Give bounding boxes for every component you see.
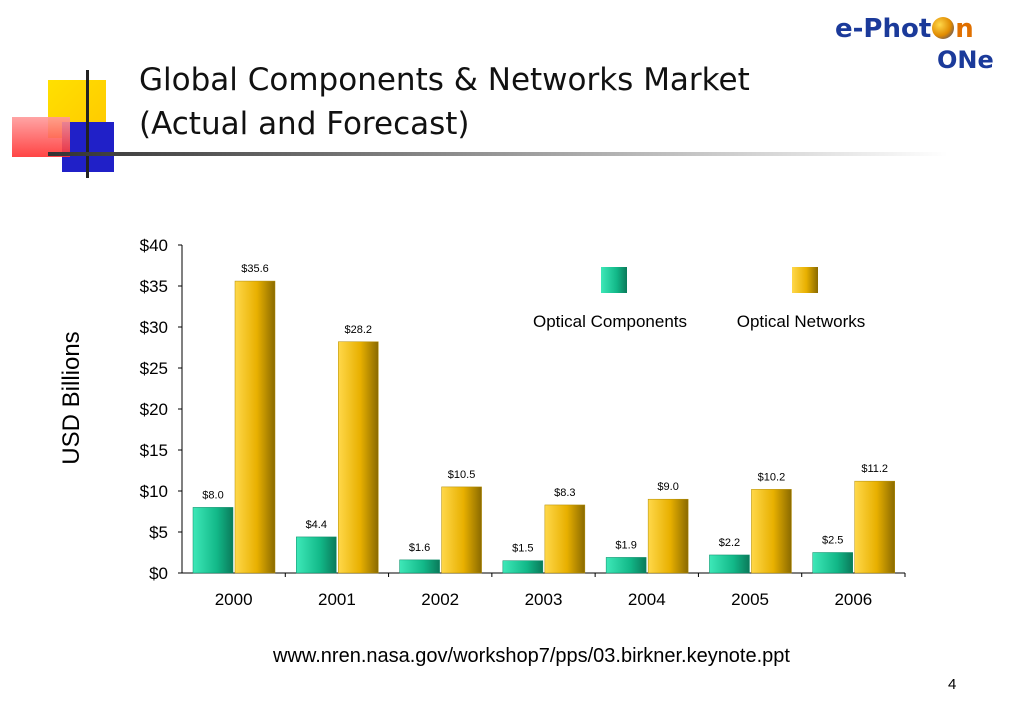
x-tick-label: 2000 [215, 590, 253, 609]
y-tick-label: $0 [149, 564, 168, 583]
logo-text-line-2: ONe [937, 46, 994, 74]
data-label-optical-components: $4.4 [306, 519, 327, 531]
decor-red-square [12, 117, 70, 157]
title-rule [48, 152, 948, 156]
data-label-optical-components: $2.2 [719, 537, 740, 549]
y-tick-label: $10 [140, 482, 168, 501]
bar-optical-components [709, 554, 750, 574]
y-tick-label: $40 [140, 236, 168, 255]
bar-optical-components [399, 559, 440, 574]
globe-icon [932, 17, 955, 39]
bar-optical-components [812, 552, 853, 574]
bar-optical-components [605, 557, 647, 574]
data-label-optical-networks: $10.5 [448, 469, 476, 481]
page-number: 4 [948, 676, 957, 693]
legend-swatch-optical-networks [792, 267, 818, 293]
data-label-optical-components: $2.5 [822, 535, 843, 547]
x-tick-label: 2004 [628, 590, 666, 609]
bar-optical-networks [854, 480, 895, 574]
source-url: www.nren.nasa.gov/workshop7/pps/03.birkn… [273, 645, 790, 667]
data-label-optical-networks: $11.2 [861, 463, 888, 475]
data-label-optical-networks: $28.2 [345, 324, 373, 336]
legend-swatch-optical-components [601, 267, 627, 293]
bar-optical-networks [441, 486, 482, 574]
logo-text-line-1: e-Phot n [835, 14, 974, 44]
legend-label-optical-components: Optical Components [533, 312, 687, 331]
x-tick-label: 2001 [318, 590, 356, 609]
y-tick-label: $25 [140, 359, 168, 378]
legend-label-optical-networks: Optical Networks [737, 312, 865, 331]
bar-optical-networks [234, 280, 276, 574]
x-tick-label: 2002 [421, 590, 459, 609]
e-photon-one-logo: e-Phot n ONe [835, 12, 1005, 74]
title-line-2: (Actual and Forecast) [139, 106, 470, 142]
bar-optical-networks [544, 504, 586, 574]
y-tick-label: $35 [140, 277, 168, 296]
data-label-optical-networks: $9.0 [657, 481, 678, 493]
y-tick-label: $5 [149, 523, 168, 542]
data-label-optical-networks: $35.6 [241, 263, 269, 275]
title-line-1: Global Components & Networks Market [139, 62, 750, 98]
x-tick-label: 2006 [834, 590, 872, 609]
y-tick-label: $30 [140, 318, 168, 337]
data-label-optical-components: $1.5 [512, 543, 533, 555]
y-tick-label: $20 [140, 400, 168, 419]
x-tick-label: 2005 [731, 590, 769, 609]
bar-optical-networks [338, 341, 379, 574]
data-label-optical-components: $1.6 [409, 542, 430, 554]
data-label-optical-networks: $10.2 [758, 471, 786, 483]
bar-optical-networks [751, 489, 792, 574]
x-tick-label: 2003 [525, 590, 563, 609]
y-tick-label: $15 [140, 441, 168, 460]
bar-optical-components [296, 536, 337, 574]
data-label-optical-components: $1.9 [615, 539, 636, 551]
data-label-optical-networks: $8.3 [554, 487, 575, 499]
slide-title: Global Components & Networks Market (Act… [139, 58, 750, 146]
data-label-optical-components: $8.0 [202, 489, 223, 501]
decor-vertical-line [86, 70, 89, 178]
bar-optical-networks [647, 498, 689, 574]
bar-optical-components [502, 560, 544, 574]
bar-optical-components [192, 507, 234, 574]
